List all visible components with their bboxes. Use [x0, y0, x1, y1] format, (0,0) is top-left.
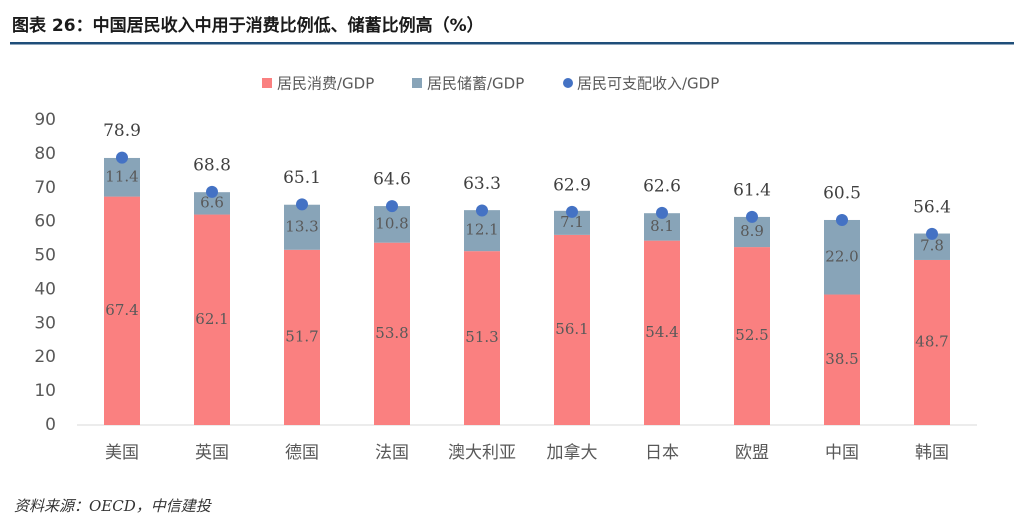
value-label: 51.3 — [465, 328, 498, 346]
bar-segment — [734, 247, 770, 425]
legend-label: 居民消费/GDP — [277, 75, 374, 93]
point — [566, 205, 578, 218]
value-label: 60.5 — [823, 183, 861, 203]
value-label: 63.3 — [463, 174, 501, 194]
x-tick-label: 英国 — [195, 443, 229, 463]
y-tick-label: 60 — [34, 212, 56, 232]
bar-segment — [824, 294, 860, 425]
x-tick-label: 韩国 — [915, 443, 949, 463]
value-label: 52.5 — [735, 326, 768, 344]
value-label: 7.1 — [560, 213, 584, 231]
value-label: 56.4 — [913, 197, 951, 217]
legend-label: 居民可支配收入/GDP — [577, 75, 719, 93]
value-label: 64.6 — [373, 170, 411, 190]
legend-marker — [563, 78, 573, 88]
value-label: 10.8 — [375, 214, 408, 232]
bar-segment — [374, 206, 410, 243]
value-label: 12.1 — [465, 221, 498, 239]
point — [836, 213, 848, 226]
point — [656, 206, 668, 219]
x-tick-label: 德国 — [285, 443, 319, 463]
point — [296, 198, 308, 211]
x-tick-label: 澳大利亚 — [448, 443, 516, 463]
bar-segment — [644, 240, 680, 425]
bar-segment — [374, 242, 410, 425]
x-tick-label: 中国 — [825, 443, 859, 463]
bar-segment — [464, 210, 500, 252]
legend-marker — [262, 78, 272, 88]
value-label: 56.1 — [555, 320, 588, 338]
value-label: 62.9 — [553, 175, 591, 195]
x-tick-label: 法国 — [375, 443, 409, 463]
value-label: 65.1 — [283, 168, 321, 188]
bar-segment — [824, 219, 860, 295]
bar-segment — [554, 234, 590, 425]
value-label: 67.4 — [105, 301, 138, 319]
value-label: 11.4 — [105, 167, 138, 185]
bar-segment — [464, 251, 500, 425]
point — [746, 210, 758, 223]
y-tick-label: 0 — [45, 415, 56, 435]
x-tick-label: 欧盟 — [735, 443, 769, 463]
y-tick-label: 50 — [34, 246, 56, 266]
legend-marker — [412, 78, 422, 88]
value-label: 13.3 — [285, 217, 318, 235]
point — [386, 200, 398, 213]
point — [116, 151, 128, 164]
value-label: 51.7 — [285, 327, 318, 345]
bar-segment — [914, 259, 950, 425]
value-label: 53.8 — [375, 324, 408, 342]
x-tick-label: 日本 — [645, 443, 679, 463]
point — [926, 227, 938, 240]
bar-segment — [284, 249, 320, 425]
y-tick-label: 20 — [34, 347, 56, 367]
value-label: 8.1 — [650, 217, 674, 235]
y-tick-label: 90 — [34, 110, 56, 130]
value-label: 8.9 — [740, 222, 764, 240]
y-tick-label: 70 — [34, 178, 56, 198]
bar-segment — [104, 196, 140, 425]
x-tick-label: 美国 — [105, 443, 139, 463]
x-tick-label: 加拿大 — [547, 442, 598, 463]
value-label: 38.5 — [825, 350, 858, 368]
value-label: 48.7 — [915, 332, 948, 350]
bar-segment — [104, 157, 140, 197]
y-tick-label: 40 — [34, 279, 56, 299]
source: 资料来源：OECD，中信建投 — [14, 497, 213, 515]
value-label: 61.4 — [733, 180, 771, 200]
bar-segment — [284, 204, 320, 250]
value-label: 22.0 — [825, 247, 858, 265]
value-label: 68.8 — [193, 155, 231, 175]
point — [476, 204, 488, 217]
legend-label: 居民储蓄/GDP — [427, 75, 524, 93]
title-rule — [10, 42, 1014, 45]
value-label: 78.9 — [103, 121, 141, 141]
value-label: 7.8 — [920, 237, 944, 255]
value-label: 62.6 — [643, 176, 681, 196]
bar-segment — [194, 192, 230, 215]
y-tick-label: 30 — [34, 313, 56, 333]
value-label: 54.4 — [645, 323, 678, 341]
chart-title: 图表 26：中国居民收入中用于消费比例低、储蓄比例高（%） — [12, 15, 484, 36]
value-label: 62.1 — [195, 310, 228, 328]
point — [206, 185, 218, 198]
y-tick-label: 80 — [34, 144, 56, 164]
bar-segment — [194, 214, 230, 425]
value-label: 6.6 — [200, 193, 224, 211]
y-tick-label: 10 — [34, 381, 56, 401]
